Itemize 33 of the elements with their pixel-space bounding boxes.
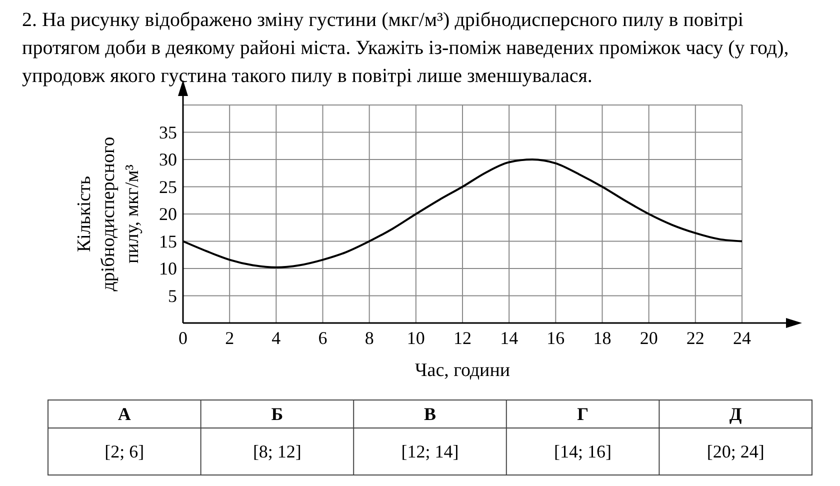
x-tick-label: 0 — [178, 328, 188, 348]
x-tick-label: 24 — [733, 328, 751, 348]
text: А — [118, 404, 131, 424]
x-tick-label: 16 — [546, 328, 565, 348]
text: Г — [577, 404, 589, 424]
y-tick-label: 20 — [159, 204, 177, 224]
x-tick-label: 12 — [454, 328, 472, 348]
y-tick-label: 30 — [159, 150, 177, 170]
y-tick-label: 15 — [159, 231, 177, 252]
y-tick-label: 35 — [159, 122, 177, 142]
x-tick-label: 8 — [364, 328, 374, 348]
text: [2; 6] — [104, 442, 144, 462]
y-tick-label: 5 — [168, 286, 177, 306]
y-tick-label: 25 — [159, 176, 177, 197]
text: [8; 12] — [252, 442, 302, 462]
text: Д — [729, 404, 742, 424]
x-tick-label: 18 — [593, 328, 612, 348]
x-tick-label: 22 — [686, 328, 704, 348]
text: [12; 14] — [401, 442, 459, 462]
text: [14; 16] — [554, 442, 612, 462]
y-axis-title: Кількість дрібнодисперсного пилу, мкг/м³ — [74, 136, 143, 292]
x-tick-label: 6 — [318, 328, 328, 348]
chart-title: 2. На рисунку відображено зміну густини (мкг/м³) дрібнодисперсного пилу в повітрі протягом доби в деякому районі міста. Укажіть із-поміж наведених проміжок часу (у год), упродовж якого густина такого пилу в повітрі лише зменшувалася. — [22, 9, 789, 87]
text: В — [424, 404, 436, 424]
text: [20; 24] — [706, 442, 764, 462]
x-tick-label: 2 — [225, 328, 234, 348]
x-axis-title: Час, години — [414, 360, 510, 381]
x-tick-label: 14 — [500, 328, 518, 348]
x-tick-label: 10 — [406, 328, 425, 348]
x-tick-label: 20 — [640, 328, 658, 348]
y-tick-label: 10 — [159, 258, 177, 278]
x-tick-label: 4 — [272, 328, 281, 348]
text: Б — [271, 404, 284, 424]
